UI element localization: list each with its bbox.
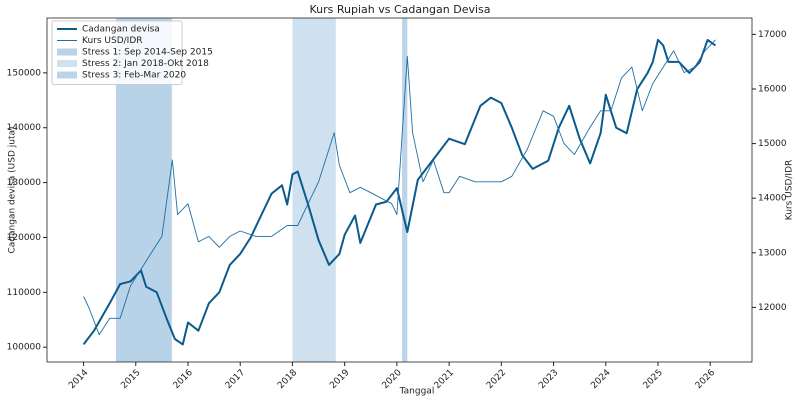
legend-label: Kurs USD/IDR <box>82 36 143 46</box>
legend-swatch <box>57 71 77 79</box>
y2-tick-label: 13000 <box>758 248 787 258</box>
stress-span <box>402 18 408 362</box>
y2-tick-label: 16000 <box>758 84 787 94</box>
y2-tick-label: 17000 <box>758 30 787 40</box>
y-tick-label: 110000 <box>7 288 42 298</box>
y-tick-label: 120000 <box>7 233 42 243</box>
y-axis-label: Cadangan devisa (USD juta) <box>8 126 18 253</box>
legend-swatch <box>57 60 77 67</box>
legend-swatch <box>57 48 77 56</box>
y-tick-label: 140000 <box>7 123 42 133</box>
legend-label: Stress 1: Sep 2014-Sep 2015 <box>82 48 213 58</box>
series-line <box>82 38 716 346</box>
series-line <box>83 39 716 336</box>
chart-title: Kurs Rupiah vs Cadangan Devisa <box>309 3 490 16</box>
y2-tick-label: 15000 <box>758 139 787 149</box>
y-tick-label: 150000 <box>7 68 42 78</box>
plot-frame <box>46 17 753 363</box>
legend-label: Cadangan devisa <box>82 25 160 35</box>
stress-span <box>292 18 336 362</box>
y2-tick-label: 14000 <box>758 194 787 204</box>
y-tick-label: 100000 <box>7 343 42 353</box>
x-axis-label: Tanggal <box>399 387 435 397</box>
y-tick-label: 130000 <box>7 178 42 188</box>
legend-box <box>51 20 183 85</box>
y2-axis-label: Kurs USD/IDR <box>785 160 795 221</box>
y2-tick-label: 12000 <box>758 303 787 313</box>
legend-label: Stress 2: Jan 2018-Okt 2018 <box>82 59 209 69</box>
legend-label: Stress 3: Feb-Mar 2020 <box>82 71 186 81</box>
